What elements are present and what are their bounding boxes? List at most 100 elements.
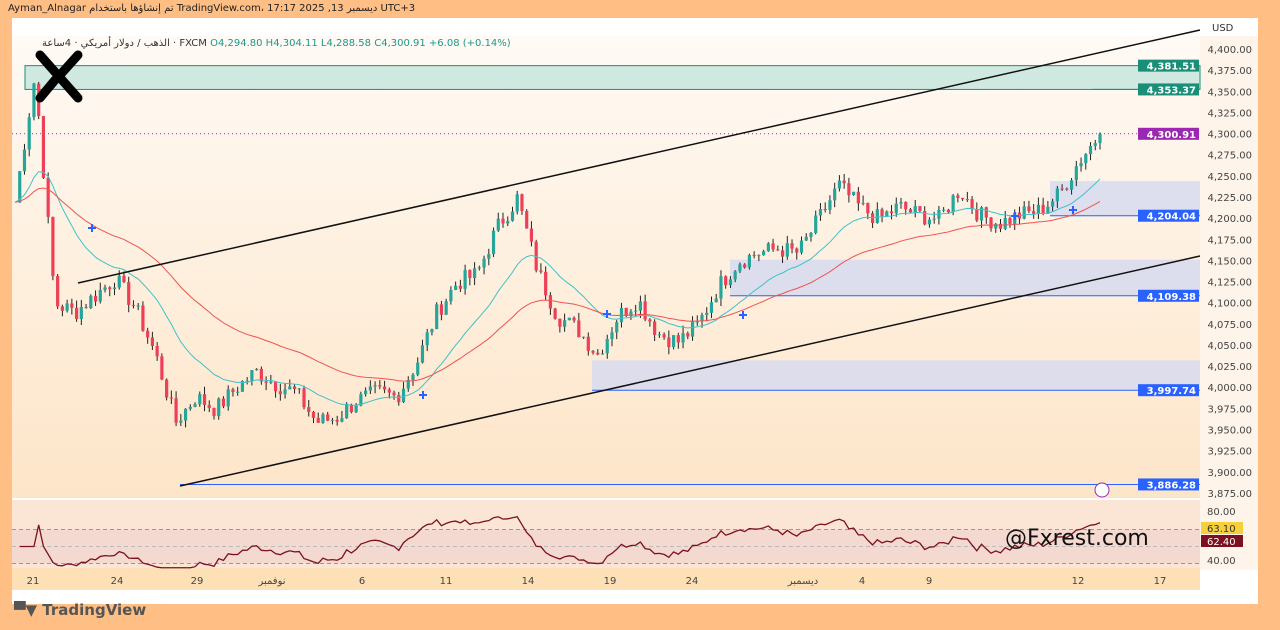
time-tick: ديسمبر — [787, 576, 818, 587]
candle-body — [605, 339, 609, 354]
candle-body — [56, 276, 60, 307]
candle-body — [387, 389, 391, 393]
candle-body — [406, 380, 410, 389]
candle-body — [572, 317, 576, 321]
tradingview-icon: ▀▼ — [14, 601, 43, 619]
candle-body — [894, 203, 898, 214]
candle-body — [165, 379, 169, 398]
candle-body — [292, 386, 297, 390]
time-tick: 19 — [604, 576, 617, 587]
candle-body — [416, 362, 420, 375]
candle-body — [809, 232, 813, 237]
candle-body — [586, 336, 590, 351]
candle-body — [18, 171, 22, 203]
price-tick: 4,325.00 — [1207, 108, 1252, 119]
candle-body — [340, 418, 344, 422]
candle-body — [671, 335, 676, 348]
candle-body — [577, 320, 581, 338]
candle-body — [804, 236, 808, 241]
candle-body — [927, 219, 932, 225]
price-label: 4,204.04 — [1147, 212, 1196, 223]
candle-body — [624, 307, 628, 317]
candle-body — [491, 230, 496, 255]
candle-body — [449, 290, 453, 302]
candle-body — [236, 391, 240, 393]
candle-body — [297, 388, 301, 390]
candle-body — [141, 305, 145, 331]
candle-body — [288, 386, 292, 390]
candle-body — [136, 305, 140, 307]
price-label: 4,353.37 — [1147, 85, 1196, 96]
candle-body — [411, 374, 415, 381]
candle-body — [378, 385, 382, 387]
candle-body — [548, 295, 552, 309]
candle-body — [880, 209, 884, 217]
candle-body — [103, 287, 107, 290]
price-label-bg — [1138, 478, 1199, 491]
candle-body — [373, 385, 377, 387]
candle-body — [752, 254, 756, 256]
candle-body — [913, 206, 917, 213]
candle-body — [482, 258, 486, 268]
candle-body — [202, 394, 207, 405]
candle-body — [269, 381, 273, 383]
candle-body — [946, 209, 950, 213]
candle-body — [368, 386, 372, 391]
candle-body — [743, 264, 747, 268]
signal-cross-icon — [1011, 212, 1019, 220]
candle-body — [501, 218, 505, 224]
candle-body — [833, 188, 837, 201]
candle-body — [842, 180, 846, 184]
ema-fast-line — [14, 171, 1101, 406]
candle-body — [278, 391, 282, 395]
price-tick: 3,900.00 — [1207, 468, 1252, 479]
candle-body — [932, 218, 936, 220]
candle-body — [965, 199, 969, 201]
time-tick: 29 — [191, 576, 204, 587]
candle-body — [169, 397, 173, 399]
candle-body — [1060, 188, 1064, 190]
candle-body — [131, 304, 136, 306]
time-tick: 17 — [1154, 576, 1167, 587]
signal-cross-icon — [88, 224, 96, 232]
rsi-value: 62.40 — [1207, 537, 1236, 548]
candle-body — [904, 202, 908, 210]
price-label: 4,381.51 — [1147, 62, 1196, 73]
price-label-bg — [1138, 59, 1199, 72]
candle-body — [1051, 201, 1055, 207]
candle-body — [506, 220, 510, 224]
candle-body — [657, 334, 661, 336]
candle-body — [74, 307, 79, 319]
candle-body — [567, 317, 571, 321]
price-label-bg — [1138, 83, 1199, 96]
supply-zone — [24, 65, 1201, 90]
candle-body — [79, 307, 83, 319]
candle-body — [240, 380, 245, 392]
ohlc-high: H4,304.11 — [265, 38, 318, 49]
candle-body — [22, 149, 27, 172]
candle-body — [790, 243, 794, 249]
candle-body — [1046, 206, 1050, 214]
currency-label: USD — [1212, 23, 1234, 34]
ema-slow-line — [14, 187, 1101, 382]
candle-body — [581, 336, 586, 338]
candle-body — [866, 202, 870, 214]
time-tick: 21 — [27, 576, 40, 587]
candle-body — [51, 216, 55, 277]
candle-body — [264, 381, 268, 383]
price-tick: 3,975.00 — [1207, 404, 1252, 415]
price-tick: 3,950.00 — [1207, 426, 1252, 437]
time-axis-bg — [12, 568, 1200, 590]
candle-body — [714, 298, 718, 303]
symbol-name[interactable]: الذهب / دولار أمريكي · 4ساعة · FXCM — [42, 38, 207, 49]
candle-body — [188, 406, 192, 409]
candle-body — [155, 346, 159, 357]
candle-body — [311, 412, 316, 418]
candle-body — [307, 407, 311, 413]
candle-body — [638, 301, 643, 311]
candle-body — [776, 249, 780, 251]
candle-body — [1032, 211, 1036, 214]
candle-body — [70, 303, 74, 308]
candle-body — [41, 116, 46, 178]
